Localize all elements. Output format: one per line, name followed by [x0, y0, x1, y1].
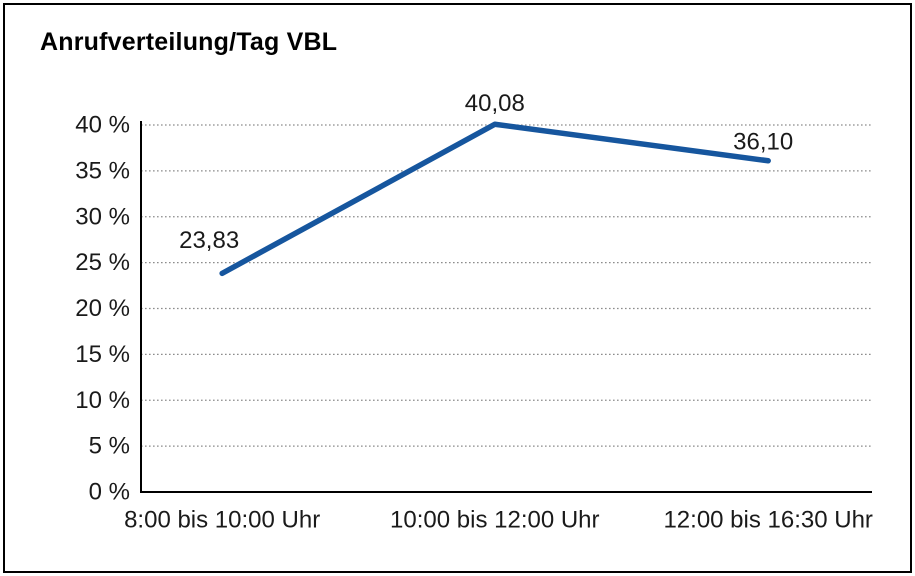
y-tick-label: 5 % [89, 433, 130, 460]
data-label: 40,08 [465, 90, 525, 117]
y-tick-label: 20 % [75, 295, 130, 322]
chart-title: Anrufverteilung/Tag VBL [40, 28, 338, 56]
data-label: 23,83 [179, 227, 239, 254]
x-category-label: 8:00 bis 10:00 Uhr [124, 507, 320, 534]
data-label: 36,10 [733, 128, 793, 155]
y-tick-label: 35 % [75, 157, 130, 184]
data-line [219, 121, 771, 277]
y-tick-label: 25 % [75, 249, 130, 276]
y-tick-label: 10 % [75, 387, 130, 414]
y-tick-label: 30 % [75, 203, 130, 230]
y-tick-label: 40 % [75, 112, 130, 139]
x-category-label: 12:00 bis 16:30 Uhr [663, 507, 872, 534]
y-tick-label: 0 % [89, 479, 130, 506]
x-category-label: 10:00 bis 12:00 Uhr [390, 507, 599, 534]
y-tick-label: 15 % [75, 341, 130, 368]
